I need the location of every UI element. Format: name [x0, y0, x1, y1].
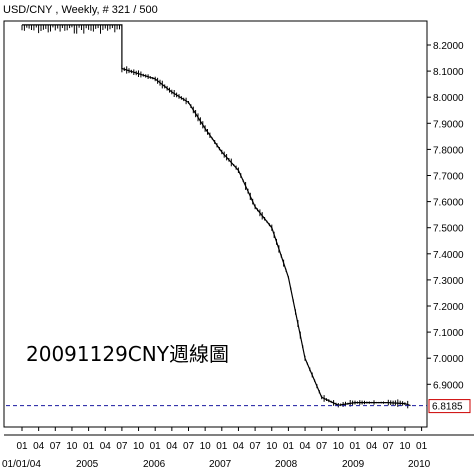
x-month-label: 01	[16, 441, 28, 452]
x-month-label: 10	[266, 441, 278, 452]
x-month-label: 07	[183, 441, 195, 452]
x-month-label: 10	[133, 441, 145, 452]
x-month-label: 04	[366, 441, 378, 452]
x-year-label: 2010	[408, 459, 431, 470]
y-tick-label: 8.1000	[433, 67, 464, 78]
series-layer	[21, 24, 411, 409]
y-tick-label: 7.8000	[433, 145, 464, 156]
y-tick-label: 7.4000	[433, 250, 464, 261]
y-tick-label: 7.5000	[433, 224, 464, 235]
x-month-label: 04	[166, 441, 178, 452]
y-tick-label: 7.9000	[433, 119, 464, 130]
y-axis: 8.2000 8.1000 8.0000 7.9000 7.8000 7.7000 7.60…	[427, 41, 464, 391]
x-year-label: 2008	[275, 459, 298, 470]
last-price-box	[428, 399, 471, 414]
x-month-label: 10	[333, 441, 345, 452]
y-tick-label: 7.7000	[433, 172, 464, 183]
x-month-label: 07	[316, 441, 328, 452]
x-month-label: 04	[299, 441, 311, 452]
x-year-label: 01/01/04	[2, 459, 41, 470]
x-month-label: 10	[399, 441, 411, 452]
plot-frame	[3, 20, 428, 428]
x-month-label: 04	[100, 441, 112, 452]
y-tick-label: 7.6000	[433, 198, 464, 209]
x-month-label: 07	[116, 441, 128, 452]
chart-annotation: 20091129CNY週線圖	[26, 342, 229, 366]
y-tick-label: 8.0000	[433, 93, 464, 104]
x-month-label: 01	[416, 441, 428, 452]
x-month-label: 04	[33, 441, 45, 452]
x-year-label: 2005	[76, 459, 99, 470]
x-month-label: 04	[233, 441, 245, 452]
y-tick-label: 8.2000	[433, 41, 464, 52]
chart-title: USD/CNY , Weekly, # 321 / 500	[3, 4, 158, 16]
x-month-label: 01	[216, 441, 228, 452]
y-tick-label: 7.3000	[433, 276, 464, 287]
x-year-label: 2007	[209, 459, 232, 470]
x-month-label: 10	[200, 441, 212, 452]
x-month-label: 01	[83, 441, 95, 452]
y-tick-label: 7.2000	[433, 302, 464, 313]
x-year-label: 2009	[342, 459, 365, 470]
y-tick-label: 7.1000	[433, 328, 464, 339]
last-price-label: 6.8185	[432, 402, 463, 413]
x-month-label: 01	[349, 441, 361, 452]
x-axis: 01 04 07 10 01 04 07 10 01 04 07 10 01 04 07 10 01 04 07 10…	[2, 427, 431, 470]
x-month-label: 01	[150, 441, 162, 452]
y-tick-label: 7.0000	[433, 354, 464, 365]
x-month-label: 07	[383, 441, 395, 452]
x-year-label: 2006	[143, 459, 166, 470]
x-month-label: 07	[250, 441, 262, 452]
x-month-label: 10	[66, 441, 78, 452]
x-month-label: 01	[283, 441, 295, 452]
y-tick-label: 6.9000	[433, 380, 464, 391]
x-month-label: 07	[50, 441, 62, 452]
